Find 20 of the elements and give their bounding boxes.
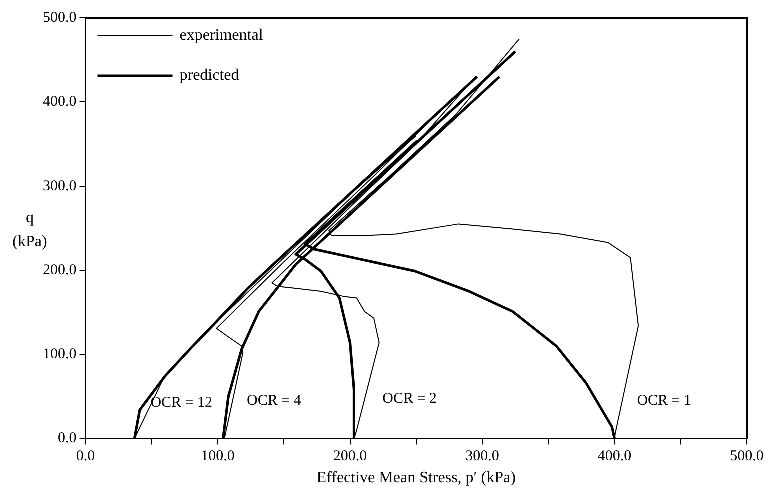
x-tick-label: 500.0 xyxy=(730,448,764,465)
annotation: OCR = 12 xyxy=(150,394,213,411)
legend-label: experimental xyxy=(180,27,264,44)
x-tick-label: 0.0 xyxy=(76,448,96,465)
y-tick-label: 200.0 xyxy=(43,262,77,278)
x-tick-label: 400.0 xyxy=(598,448,632,465)
x-axis-title: Effective Mean Stress, p′ (kPa) xyxy=(316,470,516,487)
y-tick-label: 100.0 xyxy=(43,346,77,363)
x-tick-label: 100.0 xyxy=(201,448,235,465)
x-tick-label: 200.0 xyxy=(333,448,368,465)
y-tick-label: 400.0 xyxy=(43,94,77,110)
x-tick-label: 300.0 xyxy=(466,448,500,465)
legend-label: predicted xyxy=(180,67,240,84)
y-tick-label: 0.0 xyxy=(58,430,77,447)
y-axis-title: q (kPa) xyxy=(12,210,48,251)
y-tick-label: 500.0 xyxy=(43,10,77,26)
y-tick-label: 300.0 xyxy=(43,178,77,194)
annotation: OCR = 1 xyxy=(637,392,692,409)
annotation: OCR = 2 xyxy=(382,390,437,407)
annotation: OCR = 4 xyxy=(247,392,302,409)
